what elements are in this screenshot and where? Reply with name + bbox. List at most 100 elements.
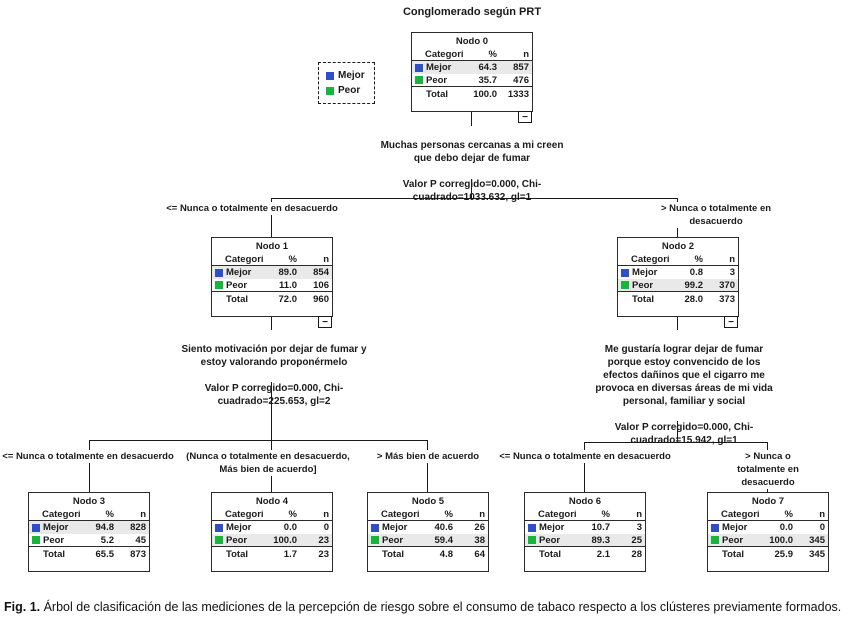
peor-label: Peor xyxy=(226,534,248,546)
question-node0-stats: Valor P corregido=0.000, Chi- cuadrado=1… xyxy=(402,179,542,203)
mejor-swatch-icon xyxy=(32,523,40,532)
node-row-total: Total 1.7 23 xyxy=(212,547,332,562)
peor-swatch-icon xyxy=(215,536,223,544)
peor-swatch-icon xyxy=(528,536,536,544)
legend-label-peor: Peor xyxy=(338,85,361,96)
question-node2: Me gustaría lograr dejar de fumar porque… xyxy=(568,330,800,460)
total-label: Total xyxy=(632,294,654,305)
question-node0-text: Muchas personas cercanas a mi creen que … xyxy=(380,140,564,164)
connector-split2-node6 xyxy=(584,442,585,492)
peor-count: 25 xyxy=(631,534,642,546)
mejor-count: 854 xyxy=(313,267,329,278)
node-title: Nodo 4 xyxy=(255,496,289,507)
collapse-node2-button[interactable]: − xyxy=(724,316,738,328)
peor-percent: 59.4 xyxy=(434,534,454,546)
node-title: Nodo 6 xyxy=(568,496,602,507)
node-row-peor: Peor 35.7 476 xyxy=(412,74,532,87)
peor-count: 23 xyxy=(318,534,329,546)
category-header: Categoría xyxy=(225,508,263,520)
node-row-total: Total 25.9 345 xyxy=(708,547,828,562)
percent-header: % xyxy=(288,253,297,265)
question-node2-stats: Valor P corregido=0.000, Chi- cuadrado=1… xyxy=(614,422,754,446)
total-label: Total xyxy=(426,89,448,100)
peor-count: 345 xyxy=(809,534,825,546)
mejor-swatch-icon xyxy=(711,523,719,532)
connector-split0 xyxy=(271,198,678,199)
tree-node-3: Nodo 3 Categoría % n Mejor 94.8 828 Peor… xyxy=(28,492,150,572)
percent-header: % xyxy=(105,508,114,520)
node-table-header: Categoría % n xyxy=(618,253,738,266)
node-title: Nodo 2 xyxy=(661,241,695,252)
connector-split1-node5 xyxy=(427,440,428,492)
node-row-mejor: Mejor 10.7 3 xyxy=(525,521,645,534)
mejor-swatch-icon xyxy=(528,523,536,532)
mejor-percent: 0.0 xyxy=(283,522,297,533)
total-percent: 100.0 xyxy=(473,89,497,100)
mejor-label: Mejor xyxy=(226,267,252,278)
category-header: Categoría xyxy=(721,508,759,520)
peor-count: 476 xyxy=(513,74,529,86)
tree-title: Conglomerado según PRT xyxy=(402,6,542,18)
mejor-count: 26 xyxy=(474,522,485,533)
connector-question1-split xyxy=(271,382,272,440)
n-header: n xyxy=(140,508,146,520)
node-table-header: Categoría % n xyxy=(412,48,532,61)
peor-label: Peor xyxy=(722,534,744,546)
percent-header: % xyxy=(694,253,703,265)
total-label: Total xyxy=(722,549,744,560)
peor-count: 106 xyxy=(313,279,329,291)
connector-node0-question xyxy=(471,112,472,126)
percent-header: % xyxy=(288,508,297,520)
category-header: Categoría xyxy=(42,508,80,520)
peor-percent: 99.2 xyxy=(684,279,704,291)
node-table-header: Categoría % n xyxy=(525,508,645,521)
tree-node-4: Nodo 4 Categoría % n Mejor 0.0 0 Peor 10… xyxy=(211,492,333,572)
question-node1: Siento motivación por dejar de fumar y e… xyxy=(154,330,394,421)
category-header: Categoría xyxy=(381,508,419,520)
total-percent: 1.7 xyxy=(283,549,297,560)
branch-label-node1: <= Nunca o totalmente en desacuerdo xyxy=(164,202,340,215)
branch-label-node2: > Nunca o totalmente en desacuerdo xyxy=(646,202,786,228)
total-count: 28 xyxy=(631,549,642,560)
total-percent: 2.1 xyxy=(596,549,610,560)
branch-label-node7: > Nunca o totalmente en desacuerdo xyxy=(724,450,812,489)
node-title: Nodo 7 xyxy=(751,496,785,507)
connector-node1-question xyxy=(271,317,272,330)
collapse-node0-button[interactable]: − xyxy=(518,111,532,123)
tree-node-6: Nodo 6 Categoría % n Mejor 10.7 3 Peor 8… xyxy=(524,492,646,572)
mejor-label: Mejor xyxy=(539,522,565,533)
total-label: Total xyxy=(382,549,404,560)
question-node0: Muchas personas cercanas a mi creen que … xyxy=(352,126,592,217)
collapse-node1-button[interactable]: − xyxy=(318,316,332,328)
caption-text: Árbol de clasificación de las mediciones… xyxy=(40,600,842,614)
total-count: 373 xyxy=(719,294,735,305)
connector-split1 xyxy=(89,440,428,441)
category-header: Categoría xyxy=(538,508,576,520)
node-table-header: Categoría % n xyxy=(368,508,488,521)
branch-label-node3: <= Nunca o totalmente en desacuerdo xyxy=(0,450,176,463)
node-row-total: Total 2.1 28 xyxy=(525,547,645,562)
node-row-mejor: Mejor 0.8 3 xyxy=(618,266,738,279)
connector-split1-node3 xyxy=(89,440,90,492)
mejor-swatch-icon xyxy=(371,523,379,532)
branch-label-node4: (Nunca o totalmente en desacuerdo, Más b… xyxy=(184,450,352,476)
peor-label: Peor xyxy=(539,534,561,546)
peor-swatch-icon xyxy=(621,281,629,289)
peor-swatch-icon xyxy=(326,86,334,95)
percent-header: % xyxy=(784,508,793,520)
branch-label-node6: <= Nunca o totalmente en desacuerdo xyxy=(497,450,673,463)
peor-count: 45 xyxy=(135,534,146,546)
node-row-peor: Peor 100.0 23 xyxy=(212,534,332,547)
node-row-total: Total 4.8 64 xyxy=(368,547,488,562)
mejor-label: Mejor xyxy=(722,522,748,533)
mejor-count: 3 xyxy=(729,267,735,278)
mejor-percent: 89.0 xyxy=(278,267,298,278)
tree-node-5: Nodo 5 Categoría % n Mejor 40.6 26 Peor … xyxy=(367,492,489,572)
peor-swatch-icon xyxy=(415,76,423,84)
peor-swatch-icon xyxy=(32,536,40,544)
percent-header: % xyxy=(488,48,497,60)
percent-header: % xyxy=(444,508,453,520)
total-label: Total xyxy=(226,549,248,560)
mejor-label: Mejor xyxy=(426,62,452,73)
